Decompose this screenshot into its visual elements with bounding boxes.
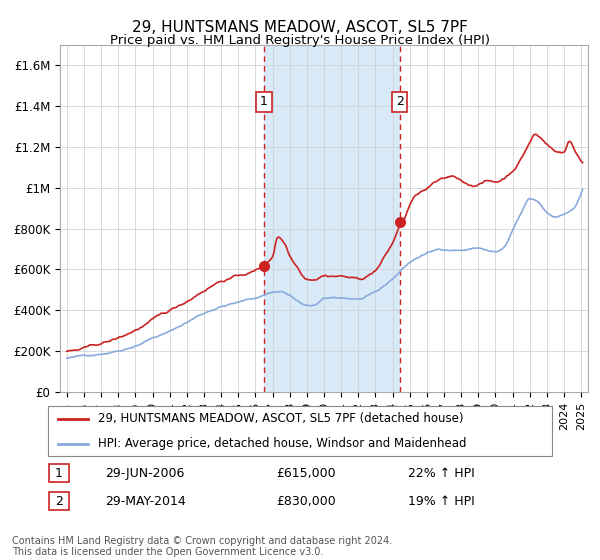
Text: 29-JUN-2006: 29-JUN-2006 (105, 466, 184, 480)
FancyBboxPatch shape (49, 492, 68, 510)
Text: 2: 2 (395, 96, 404, 109)
FancyBboxPatch shape (49, 464, 68, 482)
Bar (264, 45, 400, 392)
Text: 22% ↑ HPI: 22% ↑ HPI (408, 466, 475, 480)
Text: Contains HM Land Registry data © Crown copyright and database right 2024.
This d: Contains HM Land Registry data © Crown c… (12, 535, 392, 557)
FancyBboxPatch shape (48, 406, 552, 456)
Text: 19% ↑ HPI: 19% ↑ HPI (408, 494, 475, 508)
Text: 1: 1 (55, 466, 63, 480)
Text: 1: 1 (260, 96, 268, 109)
Text: 2: 2 (55, 494, 63, 508)
Text: HPI: Average price, detached house, Windsor and Maidenhead: HPI: Average price, detached house, Wind… (98, 437, 467, 450)
Text: 29-MAY-2014: 29-MAY-2014 (105, 494, 186, 508)
Text: 29, HUNTSMANS MEADOW, ASCOT, SL5 7PF: 29, HUNTSMANS MEADOW, ASCOT, SL5 7PF (132, 20, 468, 35)
Text: £830,000: £830,000 (276, 494, 336, 508)
Text: Price paid vs. HM Land Registry's House Price Index (HPI): Price paid vs. HM Land Registry's House … (110, 34, 490, 46)
Text: £615,000: £615,000 (276, 466, 335, 480)
Text: 29, HUNTSMANS MEADOW, ASCOT, SL5 7PF (detached house): 29, HUNTSMANS MEADOW, ASCOT, SL5 7PF (de… (98, 412, 464, 425)
